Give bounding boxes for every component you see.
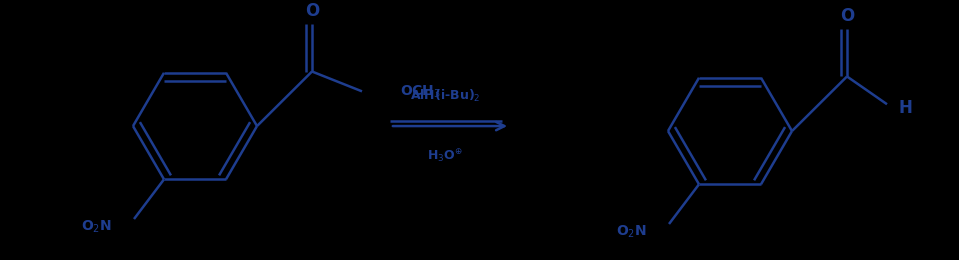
Text: H$_3$O$^{\oplus}$: H$_3$O$^{\oplus}$ [427, 148, 463, 165]
Text: O$_2$N: O$_2$N [616, 224, 647, 240]
Text: O: O [840, 7, 854, 25]
Text: H: H [899, 99, 913, 117]
Text: O: O [305, 2, 319, 20]
Text: AlH(i-Bu)$_2$: AlH(i-Bu)$_2$ [409, 88, 480, 104]
Text: OCH$_3$: OCH$_3$ [400, 83, 441, 100]
Text: O$_2$N: O$_2$N [82, 219, 112, 235]
